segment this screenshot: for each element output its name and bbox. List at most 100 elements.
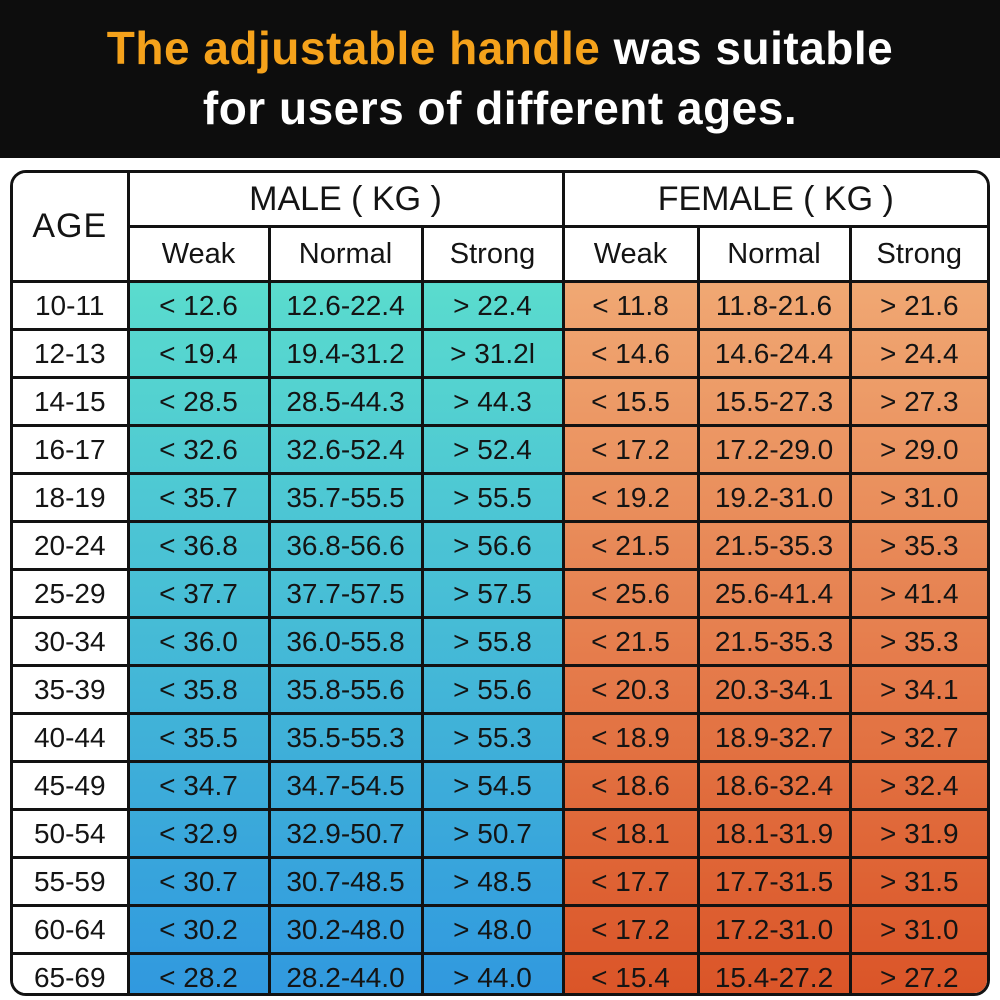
age-cell: 25-29	[13, 569, 130, 619]
age-cell: 60-64	[13, 905, 130, 955]
female-strong-cell: > 31.0	[850, 905, 987, 955]
male-strong-cell: > 55.8	[422, 617, 565, 667]
male-strong-cell: > 50.7	[422, 809, 565, 859]
table-row: 55-59 < 30.7 30.7-48.5 > 48.5 < 17.7 17.7-31.…	[13, 857, 987, 907]
female-strong-cell: > 34.1	[850, 665, 987, 715]
male-weak-cell: < 36.0	[128, 617, 271, 667]
female-group-header: FEMALE ( KG )	[563, 173, 987, 228]
male-strong-cell: > 48.5	[422, 857, 565, 907]
male-strong-cell: > 54.5	[422, 761, 565, 811]
table-row: 14-15 < 28.5 28.5-44.3 > 44.3 < 15.5 15.5-27.…	[13, 377, 987, 427]
male-normal-cell: 36.8-56.6	[269, 521, 424, 571]
sub-header-row: Weak Normal Strong Weak Normal Strong	[13, 226, 987, 283]
male-normal-cell: 28.5-44.3	[269, 377, 424, 427]
male-normal-cell: 12.6-22.4	[269, 281, 424, 331]
male-strong-cell: > 56.6	[422, 521, 565, 571]
female-weak-cell: < 14.6	[563, 329, 700, 379]
table-row: 30-34 < 36.0 36.0-55.8 > 55.8 < 21.5 21.5-35.…	[13, 617, 987, 667]
female-normal-cell: 15.4-27.2	[698, 953, 852, 993]
female-strong-cell: > 31.0	[850, 473, 987, 523]
male-normal-cell: 35.5-55.3	[269, 713, 424, 763]
female-weak-cell: < 20.3	[563, 665, 700, 715]
female-strong-cell: > 21.6	[850, 281, 987, 331]
female-normal-cell: 25.6-41.4	[698, 569, 852, 619]
female-strong-cell: > 41.4	[850, 569, 987, 619]
male-weak-cell: < 28.2	[128, 953, 271, 993]
male-normal-cell: 34.7-54.5	[269, 761, 424, 811]
female-weak-cell: < 15.4	[563, 953, 700, 993]
male-weak-cell: < 19.4	[128, 329, 271, 379]
male-weak-cell: < 32.9	[128, 809, 271, 859]
table-row: 35-39 < 35.8 35.8-55.6 > 55.6 < 20.3 20.3-34.…	[13, 665, 987, 715]
age-strength-grid: AGE MALE ( KG ) FEMALE ( KG ) Weak Norma…	[13, 173, 987, 993]
male-strong-cell: > 55.6	[422, 665, 565, 715]
male-strong-cell: > 55.5	[422, 473, 565, 523]
female-strong-cell: > 27.2	[850, 953, 987, 993]
table-row: 10-11 < 12.6 12.6-22.4 > 22.4 < 11.8 11.8-21.…	[13, 281, 987, 331]
female-weak-cell: < 25.6	[563, 569, 700, 619]
female-normal-cell: 19.2-31.0	[698, 473, 852, 523]
female-strong-cell: > 32.4	[850, 761, 987, 811]
male-normal-cell: 28.2-44.0	[269, 953, 424, 993]
title-line-2: for users of different ages.	[202, 82, 798, 134]
female-normal-cell: 18.6-32.4	[698, 761, 852, 811]
age-cell: 35-39	[13, 665, 130, 715]
male-weak-cell: < 12.6	[128, 281, 271, 331]
female-strong-cell: > 27.3	[850, 377, 987, 427]
male-normal-cell: 32.9-50.7	[269, 809, 424, 859]
male-weak-cell: < 35.7	[128, 473, 271, 523]
table-row: 16-17 < 32.6 32.6-52.4 > 52.4 < 17.2 17.2-29.…	[13, 425, 987, 475]
age-cell: 45-49	[13, 761, 130, 811]
male-strong-cell: > 52.4	[422, 425, 565, 475]
table-row: 12-13 < 19.4 19.4-31.2 > 31.2l < 14.6 14.6-24…	[13, 329, 987, 379]
male-weak-cell: < 36.8	[128, 521, 271, 571]
male-weak-cell: < 30.2	[128, 905, 271, 955]
female-normal-cell: 18.9-32.7	[698, 713, 852, 763]
male-normal-cell: 19.4-31.2	[269, 329, 424, 379]
age-cell: 30-34	[13, 617, 130, 667]
male-weak-cell: < 32.6	[128, 425, 271, 475]
male-group-header: MALE ( KG )	[128, 173, 565, 228]
age-cell: 55-59	[13, 857, 130, 907]
female-normal-cell: 17.7-31.5	[698, 857, 852, 907]
male-strong-header: Strong	[422, 226, 565, 283]
male-normal-header: Normal	[269, 226, 424, 283]
male-strong-cell: > 44.3	[422, 377, 565, 427]
female-strong-cell: > 32.7	[850, 713, 987, 763]
male-strong-cell: > 57.5	[422, 569, 565, 619]
female-normal-cell: 17.2-29.0	[698, 425, 852, 475]
title-highlight: The adjustable handle	[106, 22, 601, 75]
female-weak-cell: < 18.9	[563, 713, 700, 763]
group-header-row: AGE MALE ( KG ) FEMALE ( KG )	[13, 173, 987, 283]
table-row: 40-44 < 35.5 35.5-55.3 > 55.3 < 18.9 18.9-32.…	[13, 713, 987, 763]
female-weak-header: Weak	[563, 226, 700, 283]
female-strong-cell: > 35.3	[850, 521, 987, 571]
female-normal-cell: 21.5-35.3	[698, 617, 852, 667]
male-weak-cell: < 30.7	[128, 857, 271, 907]
female-weak-cell: < 21.5	[563, 617, 700, 667]
male-weak-header: Weak	[128, 226, 271, 283]
table-row: 18-19 < 35.7 35.7-55.5 > 55.5 < 19.2 19.2-31.…	[13, 473, 987, 523]
age-cell: 50-54	[13, 809, 130, 859]
female-strong-cell: > 31.5	[850, 857, 987, 907]
female-normal-cell: 17.2-31.0	[698, 905, 852, 955]
female-normal-cell: 21.5-35.3	[698, 521, 852, 571]
age-cell: 18-19	[13, 473, 130, 523]
title-banner: The adjustable handle was suitable for u…	[0, 0, 1000, 158]
female-weak-cell: < 17.7	[563, 857, 700, 907]
age-header: AGE	[13, 173, 130, 283]
female-normal-cell: 14.6-24.4	[698, 329, 852, 379]
female-strong-header: Strong	[850, 226, 987, 283]
female-weak-cell: < 11.8	[563, 281, 700, 331]
age-cell: 14-15	[13, 377, 130, 427]
male-weak-cell: < 37.7	[128, 569, 271, 619]
table-row: 45-49 < 34.7 34.7-54.5 > 54.5 < 18.6 18.6-32.…	[13, 761, 987, 811]
male-weak-cell: < 28.5	[128, 377, 271, 427]
male-strong-cell: > 44.0	[422, 953, 565, 993]
female-normal-cell: 20.3-34.1	[698, 665, 852, 715]
table-row: 20-24 < 36.8 36.8-56.6 > 56.6 < 21.5 21.5-35.…	[13, 521, 987, 571]
table-row: 50-54 < 32.9 32.9-50.7 > 50.7 < 18.1 18.1-31.…	[13, 809, 987, 859]
female-strong-cell: > 31.9	[850, 809, 987, 859]
male-strong-cell: > 48.0	[422, 905, 565, 955]
male-strong-cell: > 22.4	[422, 281, 565, 331]
